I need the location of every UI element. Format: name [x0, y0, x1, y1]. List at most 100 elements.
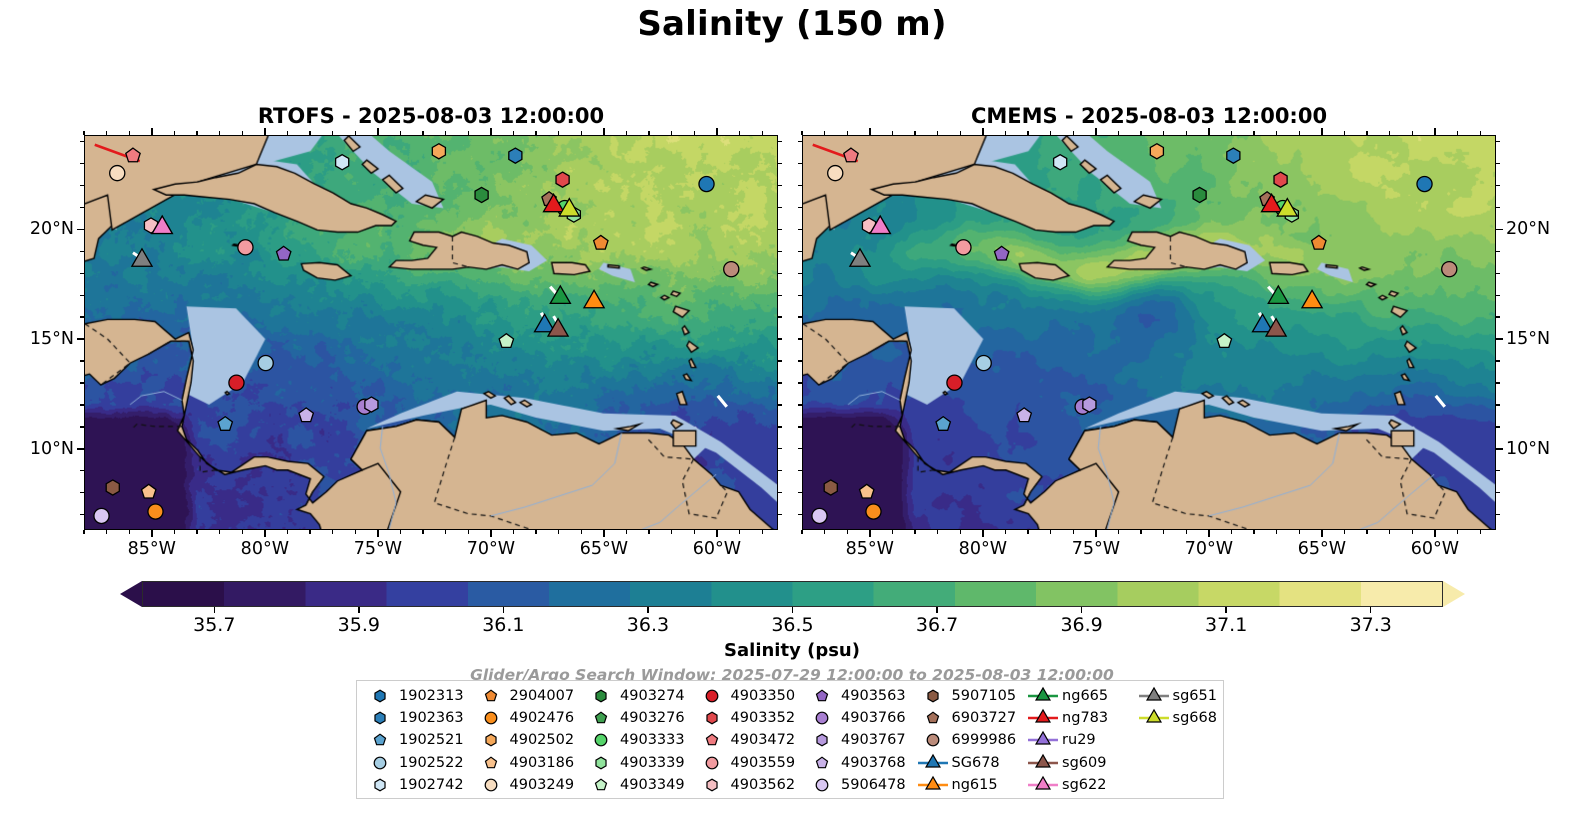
xtick-major-top	[603, 128, 605, 135]
legend-item[interactable]: ng783	[1026, 707, 1137, 729]
xtick-major-top	[490, 128, 492, 135]
xtick-minor	[671, 530, 673, 534]
ytick-minor	[778, 426, 782, 428]
legend-item[interactable]: 4903276	[584, 707, 695, 729]
legend-item[interactable]: 4903333	[584, 729, 695, 751]
legend-item[interactable]: 2904007	[474, 685, 585, 707]
legend-label: 1902522	[399, 754, 464, 771]
map-marker	[848, 247, 872, 267]
legend-item[interactable]: 6999986	[916, 729, 1027, 751]
legend-item[interactable]: ng665	[1026, 685, 1137, 707]
ytick-minor	[1496, 140, 1500, 143]
legend-item[interactable]: 4903562	[695, 774, 806, 796]
xtick-label: 80°W	[958, 539, 1008, 559]
legend-marker-triangle-icon	[1137, 686, 1171, 706]
xtick-minor	[558, 530, 560, 534]
legend-item[interactable]: SG678	[916, 752, 1027, 774]
xtick-major-top	[377, 128, 379, 135]
legend-label: 4903559	[730, 754, 796, 771]
ytick-label: 10°N	[29, 438, 74, 459]
xtick-major-top	[1208, 128, 1210, 135]
legend-item[interactable]: sg622	[1026, 774, 1137, 796]
map-marker	[508, 147, 523, 164]
map-marker	[498, 332, 515, 349]
colorbar-tick	[502, 607, 505, 613]
legend-box[interactable]: 1902313 1902363 1902521 1902522 1902742 29040…	[356, 680, 1224, 799]
legend-marker-triangle-icon	[916, 775, 950, 795]
legend-item[interactable]: 1902521	[363, 729, 474, 751]
legend-item[interactable]: 4902502	[474, 729, 585, 751]
legend-item[interactable]: 1902313	[363, 685, 474, 707]
ytick-minor	[1496, 382, 1500, 384]
ytick-minor	[778, 316, 782, 318]
legend-item[interactable]: 4903472	[695, 729, 806, 751]
legend-marker-circle-icon	[695, 686, 729, 706]
legend-item[interactable]: 6903727	[916, 707, 1027, 729]
legend-item[interactable]: ng615	[916, 774, 1027, 796]
xtick-major	[1321, 530, 1323, 537]
legend-item[interactable]: 4903767	[805, 729, 916, 751]
legend-item[interactable]: 4903563	[805, 685, 916, 707]
legend-item[interactable]: 1902363	[363, 707, 474, 729]
map-marker	[257, 354, 274, 372]
xtick-minor	[1411, 530, 1413, 534]
legend-item[interactable]: 4902476	[474, 707, 585, 729]
xtick-major-top	[151, 128, 153, 135]
legend-grid: 1902313 1902363 1902521 1902522 1902742 29040…	[363, 685, 1217, 796]
ytick-minor	[778, 162, 782, 165]
legend-item[interactable]: 5907105	[916, 685, 1027, 707]
map-marker	[843, 147, 859, 163]
ytick-major	[77, 448, 84, 450]
map-panel-cmems[interactable]	[802, 135, 1496, 530]
xtick-minor-top	[738, 131, 741, 135]
map-panel-rtofs[interactable]	[84, 135, 778, 530]
legend-item[interactable]: 5906478	[805, 774, 916, 796]
map-marker	[823, 479, 838, 496]
legend-item[interactable]: 4903339	[584, 752, 695, 774]
xtick-major	[869, 530, 871, 537]
xtick-minor	[105, 530, 108, 534]
ytick-label: 15°N	[1506, 329, 1551, 350]
legend-item[interactable]: 4903766	[805, 707, 916, 729]
xtick-minor-top	[1163, 131, 1165, 135]
legend-item[interactable]: 4903249	[474, 774, 585, 796]
xtick-minor-top	[761, 131, 763, 135]
legend-item[interactable]: 4903349	[584, 774, 695, 796]
legend-item[interactable]: 4903768	[805, 752, 916, 774]
ytick-label: 20°N	[29, 219, 74, 240]
legend-item[interactable]: 4903274	[584, 685, 695, 707]
map-marker	[1016, 407, 1033, 423]
colorbar-tick-label: 36.3	[626, 614, 670, 636]
legend-marker-hexagon-icon	[805, 730, 839, 750]
colorbar-tick-label: 36.7	[915, 614, 959, 636]
xtick-minor	[914, 530, 916, 534]
map-marker	[1149, 142, 1165, 160]
xtick-minor-top	[128, 131, 130, 135]
legend-label: 4903349	[620, 776, 685, 793]
legend-item[interactable]: 4903186	[474, 752, 585, 774]
legend-marker-triangle-icon	[916, 753, 950, 773]
glider-track	[716, 394, 728, 408]
legend-item[interactable]: 1902522	[363, 752, 474, 774]
xtick-label: 70°W	[1184, 539, 1234, 559]
xtick-minor	[1479, 530, 1481, 534]
legend-item[interactable]: 4903352	[695, 707, 806, 729]
ytick-minor	[778, 492, 782, 494]
legend-item[interactable]: sg668	[1137, 707, 1217, 729]
xtick-minor	[1140, 530, 1142, 534]
xtick-minor-top	[959, 131, 961, 135]
map-marker	[546, 317, 570, 337]
ytick-minor	[1496, 272, 1500, 274]
ytick-minor-inner	[798, 448, 802, 450]
map-marker	[858, 483, 875, 499]
legend-marker-hexagon-icon	[916, 686, 950, 706]
legend-marker-hexagon-icon	[695, 775, 729, 795]
xtick-major-top	[1434, 128, 1436, 135]
legend-item[interactable]: sg651	[1137, 685, 1217, 707]
legend-item[interactable]: 4903350	[695, 685, 806, 707]
xtick-minor-top	[1004, 131, 1007, 135]
legend-item[interactable]: 4903559	[695, 752, 806, 774]
legend-item[interactable]: 1902742	[363, 774, 474, 796]
legend-item[interactable]: sg609	[1026, 752, 1137, 774]
legend-item[interactable]: ru29	[1026, 729, 1137, 751]
